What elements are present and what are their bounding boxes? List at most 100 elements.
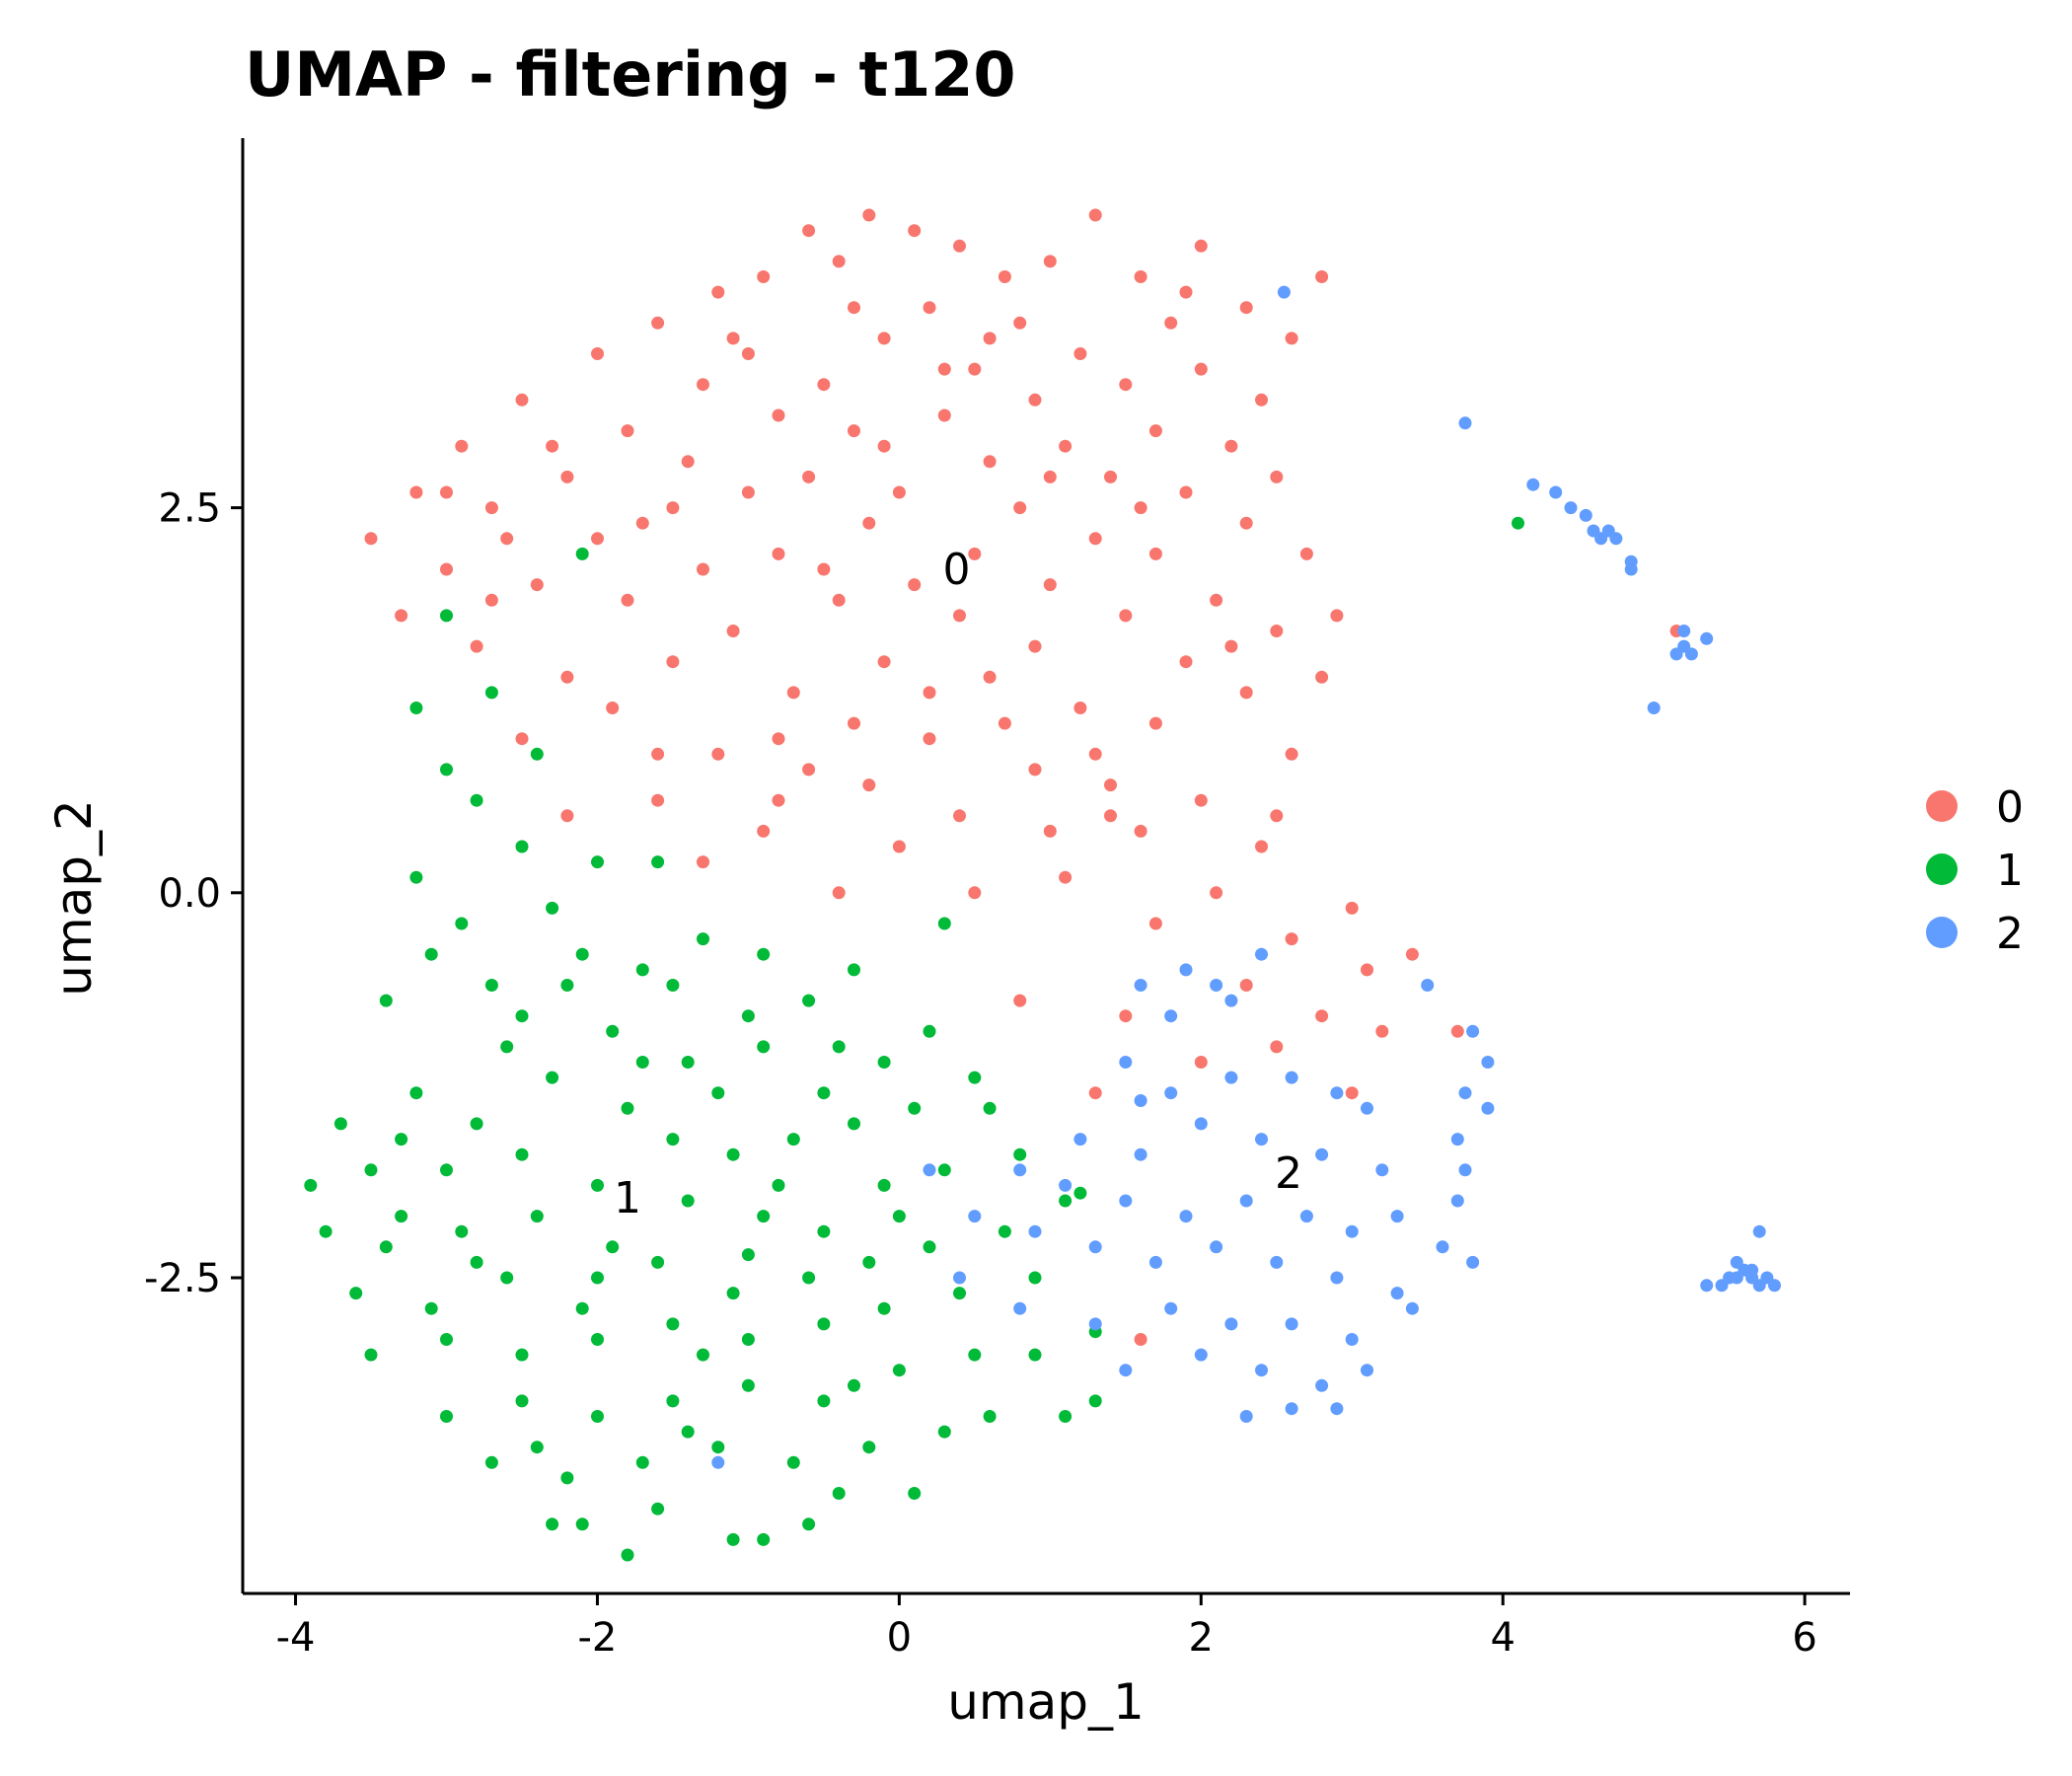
point-cluster-1 [1013,1147,1027,1161]
point-cluster-1 [515,1348,529,1362]
point-cluster-0 [817,378,831,392]
point-cluster-1 [848,1117,860,1131]
point-cluster-2 [1119,1056,1133,1069]
point-cluster-2 [1224,1317,1238,1331]
point-cluster-2 [1390,1287,1404,1300]
point-cluster-1 [560,979,574,992]
point-cluster-0 [1405,947,1419,961]
point-cluster-0 [1134,824,1147,838]
point-cluster-2 [1579,508,1592,522]
point-cluster-0 [1028,393,1042,407]
point-cluster-1 [862,1255,876,1269]
legend-swatch [1926,790,1958,822]
point-cluster-2 [1481,1056,1495,1069]
point-cluster-2 [923,1163,936,1177]
point-cluster-0 [681,455,695,469]
point-cluster-1 [424,947,438,961]
point-cluster-1 [1059,1194,1073,1208]
point-cluster-2 [1088,1317,1102,1331]
point-cluster-2 [1330,1086,1344,1100]
point-cluster-0 [560,470,574,483]
point-cluster-1 [666,1317,680,1331]
point-cluster-1 [304,1178,318,1192]
point-cluster-1 [681,1194,695,1208]
point-cluster-2 [1647,702,1661,714]
point-cluster-2 [1059,1178,1073,1192]
point-cluster-0 [772,793,785,807]
x-tick-label: -4 [276,1615,316,1661]
point-cluster-1 [1028,1271,1042,1285]
point-cluster-0 [953,239,966,253]
point-cluster-0 [802,470,816,483]
point-cluster-1 [923,1024,936,1038]
y-tick-label: 2.5 [158,486,221,532]
point-cluster-1 [440,1333,453,1346]
point-cluster-0 [772,547,785,560]
point-cluster-1 [364,1348,378,1362]
point-cluster-0 [484,593,498,607]
point-cluster-2 [1239,1410,1253,1423]
point-cluster-0 [530,578,544,592]
point-cluster-2 [1752,1224,1766,1238]
point-cluster-2 [1684,647,1698,661]
point-cluster-1 [409,702,423,714]
series-0 [364,208,1683,1346]
cluster-label-0: 0 [942,545,970,595]
point-cluster-1 [546,1517,559,1531]
point-cluster-2 [1224,1071,1238,1084]
point-cluster-0 [1239,301,1253,315]
point-cluster-1 [560,1471,574,1485]
point-cluster-1 [681,1425,695,1439]
point-cluster-0 [877,439,891,453]
point-cluster-1 [983,1410,997,1423]
point-cluster-0 [440,485,453,499]
point-cluster-1 [772,1178,785,1192]
point-cluster-0 [862,208,876,222]
point-cluster-2 [1436,1240,1449,1254]
point-cluster-1 [440,609,453,623]
point-cluster-1 [711,1086,725,1100]
point-cluster-1 [697,932,709,946]
point-cluster-1 [877,1056,891,1069]
point-cluster-1 [908,1487,922,1500]
point-cluster-2 [1609,532,1623,546]
point-cluster-0 [1088,747,1102,761]
point-cluster-0 [998,716,1011,730]
series-2 [711,285,1781,1469]
point-cluster-0 [560,670,574,684]
point-cluster-1 [606,1240,620,1254]
point-cluster-1 [349,1287,363,1300]
point-cluster-2 [1700,1279,1714,1293]
point-cluster-2 [1028,1224,1042,1238]
y-axis-title: umap_2 [45,799,103,997]
point-cluster-0 [1239,516,1253,530]
point-cluster-1 [379,1240,393,1254]
point-cluster-0 [1028,763,1042,777]
point-cluster-0 [1013,994,1027,1007]
point-cluster-1 [877,1301,891,1315]
point-cluster-2 [1564,501,1578,515]
point-cluster-2 [1285,1071,1298,1084]
legend-item-0: 0 [1926,782,2024,833]
point-cluster-0 [606,702,620,714]
point-cluster-2 [1481,1101,1495,1115]
legend-swatch [1926,917,1958,948]
point-cluster-0 [832,255,846,268]
point-cluster-2 [1450,1194,1464,1208]
point-cluster-1 [515,1394,529,1408]
point-cluster-0 [908,578,922,592]
point-cluster-0 [1119,609,1133,623]
point-cluster-2 [1148,1255,1162,1269]
point-cluster-0 [1239,686,1253,700]
point-cluster-0 [772,732,785,746]
point-cluster-1 [651,855,665,869]
point-cluster-0 [1270,1040,1284,1054]
point-cluster-2 [1134,1147,1147,1161]
cluster-labels: 0 1 2 [614,545,1302,1223]
point-cluster-0 [877,655,891,669]
point-cluster-0 [1375,1024,1389,1038]
point-cluster-1 [726,1287,740,1300]
point-cluster-2 [1073,1133,1087,1147]
